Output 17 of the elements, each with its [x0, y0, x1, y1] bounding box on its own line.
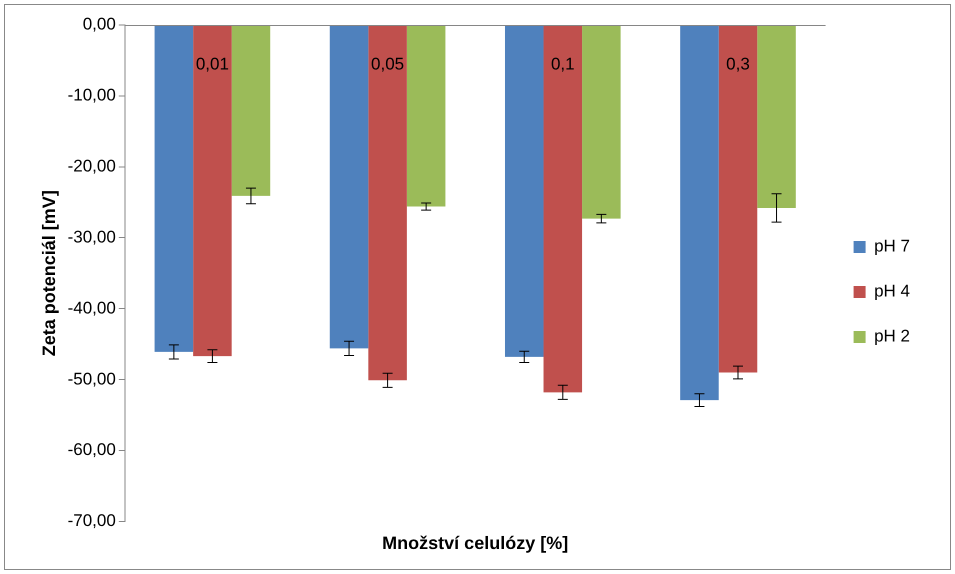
y-axis-title: Zeta potenciál [mV] — [38, 190, 59, 356]
legend-label: pH 7 — [874, 236, 910, 256]
x-axis-title: Množství celulózy [%] — [382, 533, 568, 554]
y-tick-label: -70,00 — [68, 511, 116, 530]
y-tick-label: -40,00 — [68, 298, 116, 318]
y-tick-label: -10,00 — [68, 86, 116, 105]
x-tick-label: 0,05 — [371, 54, 404, 74]
legend-label: pH 4 — [874, 282, 910, 301]
y-tick-label: -20,00 — [68, 156, 116, 176]
x-tick-label: 0,01 — [196, 54, 229, 74]
y-tick-label: 0,00 — [82, 14, 116, 34]
x-tick-label: 0,3 — [726, 54, 750, 74]
x-tick-label: 0,1 — [550, 54, 575, 74]
legend-label: pH 2 — [874, 326, 910, 346]
y-tick-label: -60,00 — [68, 440, 116, 460]
y-tick-label: -30,00 — [68, 227, 116, 246]
y-tick-label: -50,00 — [68, 369, 116, 388]
